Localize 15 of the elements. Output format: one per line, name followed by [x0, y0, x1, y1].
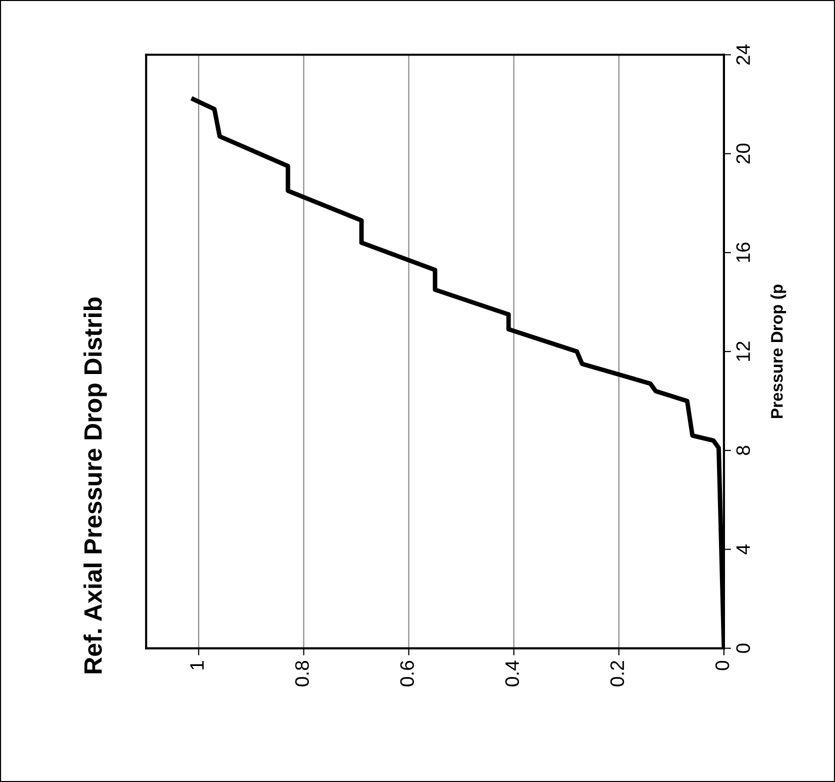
y-tick-label: 8 [736, 446, 750, 455]
y-tick-label: 20 [736, 144, 750, 164]
x-tick-label: 0.8 [295, 660, 309, 686]
y-tick-label: 4 [736, 544, 750, 554]
y-tick-label: 24 [736, 44, 750, 65]
y-axis-title: Pressure Drop (p [770, 284, 786, 418]
y-tick-label: 0 [736, 644, 750, 653]
x-tick-label: 0.4 [505, 660, 520, 686]
x-tick-label: 0.2 [610, 661, 624, 686]
y-tick-label: 12 [736, 342, 750, 361]
x-tick-label: 0.6 [400, 660, 414, 686]
text: Ref. Axial Pressure Drop Distrib [84, 298, 107, 674]
x-tick-label: 0 [715, 660, 730, 670]
y-tick-label: 16 [736, 242, 750, 262]
x-tick-label: 1 [190, 661, 204, 670]
